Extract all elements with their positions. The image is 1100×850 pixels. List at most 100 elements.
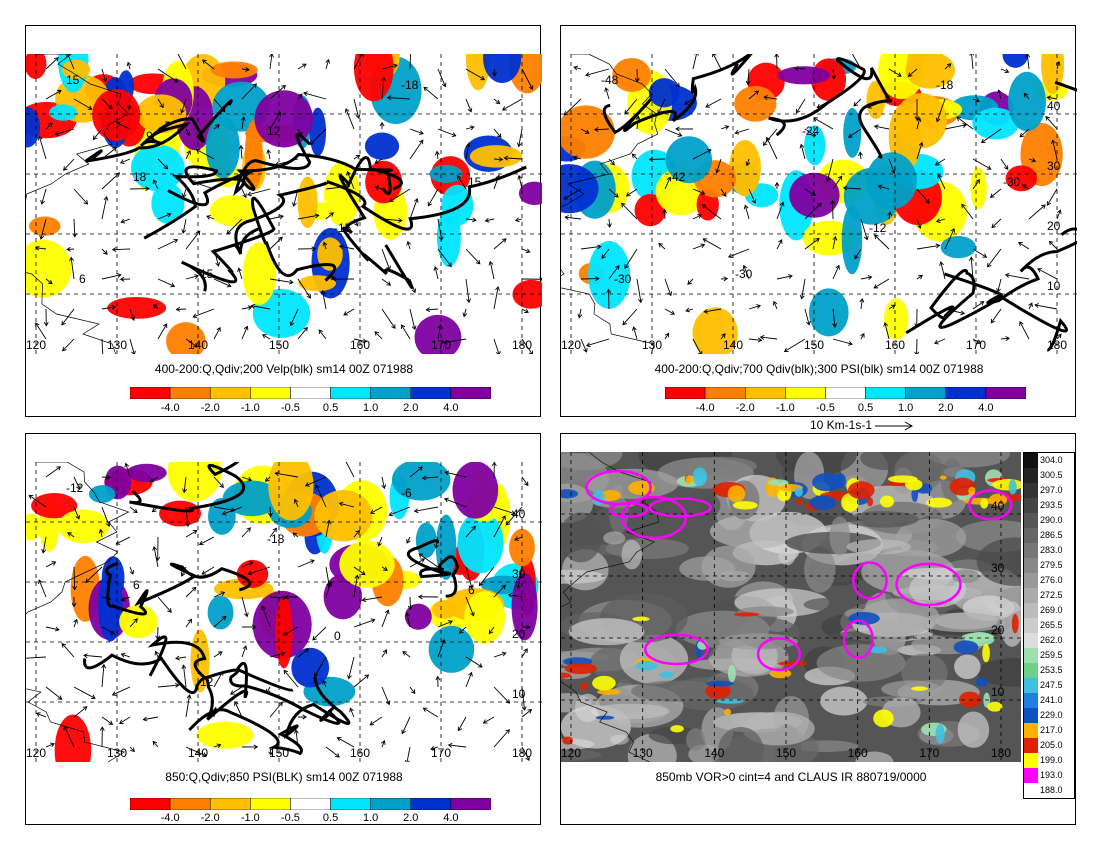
ir-scale-label: 286.5 [1024,528,1074,543]
ir-scale-label: 193.0 [1024,768,1074,783]
colorbar [129,386,492,400]
colorbar-tick-label: -2.0 [200,402,220,414]
ir-scale-label: 199.0 [1024,753,1074,768]
map-upper-left: 15 18 15 12 -15 -18 15 6 9 120 130 140 150 160 170 180 [26,54,542,354]
lon-tick-label: 160 [350,746,370,760]
colorbar-tick-label: 0.5 [322,402,339,414]
lon-tick-label: 170 [966,338,986,352]
colorbar-swatch [905,386,947,400]
contour-label: 15 [468,175,482,189]
colorbar-tick-label: 0.5 [322,812,339,824]
lon-tick-label: 180 [512,338,532,352]
map-upper-right: -48 -42 -30 -24 -12 -18 -30 -30 120 130 140 150 160 1… [561,54,1077,354]
lat-tick-label: 40 [991,499,1005,513]
colorbar-tick-label: -0.5 [280,812,300,824]
ir-scale-label: 290.0 [1024,513,1074,528]
lat-tick-label: 20 [1047,219,1061,233]
colorbar-tick-label: -1.0 [775,402,795,414]
ir-scale-label: 188.0 [1024,783,1074,798]
colorbar-swatch [865,386,906,400]
lon-tick-label: 180 [512,746,532,760]
ir-scale-label: 253.5 [1024,663,1074,678]
contour-label: 6 [468,583,475,597]
colorbar-tick-label: 2.0 [403,812,419,824]
contour-label: 15 [200,267,214,281]
lon-tick-label: 180 [991,746,1011,760]
ir-scale-label: 217.0 [1024,723,1074,738]
lat-tick-label: 20 [512,627,526,641]
ir-scale-label: 304.0 [1024,453,1074,468]
panel-caption: 850:Q,Qdiv;850 PSI(BLK) sm14 00Z 071988 [165,770,403,784]
colorbar-tick-label: -0.5 [280,402,300,414]
vector-legend-label: 10 Km-1s-1 [810,418,873,432]
lat-tick-label: 10 [512,687,526,701]
lon-tick-label: 130 [107,338,127,352]
ir-scale-label: 283.0 [1024,543,1074,558]
colorbar-swatch [785,386,826,400]
colorbar-labels: -4.0 -2.0 -1.0 -0.5 0.5 1.0 2.0 4.0 [665,402,1026,416]
ir-scale-label: 276.0 [1024,573,1074,588]
contour-label: -12 [66,481,84,495]
ir-scale-label: 269.0 [1024,603,1074,618]
colorbar-tick-label: -1.0 [240,812,260,824]
field-shading [561,452,1021,762]
ir-scale-label: 265.5 [1024,618,1074,633]
colorbar-tick-label: -4.0 [160,402,180,414]
lat-lon-grid [561,54,1077,354]
coastline [561,54,659,354]
ir-scale-label: 229.0 [1024,708,1074,723]
wind-vectors [563,54,1062,354]
ir-scale-label: 241.0 [1024,693,1074,708]
contour-label: -24 [802,124,820,138]
colorbar-swatch [169,797,211,811]
wind-vectors [26,462,533,762]
contour-lines [84,99,527,292]
panel-caption: 850mb VOR>0 cint=4 and CLAUS IR 880719/0… [655,770,927,784]
ir-colorbar: 304.0 300.5 297.0 293.5 290.0 286.5 283.0 279.5… [1023,452,1075,799]
colorbar-tick-label: -2.0 [735,402,755,414]
lon-tick-label: 160 [885,338,905,352]
ir-scale-label: 205.0 [1024,738,1074,753]
colorbar-swatch [129,797,171,811]
lat-tick-label: 20 [991,623,1005,637]
colorbar-tick-label: -4.0 [695,402,715,414]
colorbar-swatch [945,386,987,400]
lat-lon-grid [561,452,1021,762]
contour-label: 9 [146,129,153,143]
panel-lower-left: -12 6 12 -18 0 -6 6 120 130 140 150 160 170 180 40 30 20… [25,433,542,826]
lon-tick-label: 150 [269,338,289,352]
ir-scale-label: 247.5 [1024,678,1074,693]
contour-label: -30 [735,267,753,281]
contour-label: 0 [334,629,341,643]
lat-tick-label: 40 [512,507,526,521]
colorbar-swatch [290,797,331,811]
colorbar-swatch [370,386,412,400]
contour-label: -42 [668,170,686,184]
colorbar-tick-label: 1.0 [363,812,379,824]
panel-lower-right: 120 130 140 150 160 170 180 40 30 20 10 304.0 300.5… [560,433,1076,825]
colorbar-labels: -4.0 -2.0 -1.0 -0.5 0.5 1.0 2.0 4.0 [130,812,491,826]
panel-upper-right: -48 -42 -30 -24 -12 -18 -30 -30 120 130 140 150 160 1… [560,25,1077,417]
lat-tick-label: 30 [512,567,526,581]
colorbar-tick-label: 1.0 [363,402,379,414]
contour-label: -15 [334,221,352,235]
lat-tick-label: 40 [1047,99,1061,113]
colorbar-tick-label: -0.5 [815,402,835,414]
lon-tick-label: 150 [776,746,796,760]
contour-label: -30 [1003,175,1021,189]
colorbar-swatch [250,797,291,811]
colorbar-tick-label: -2.0 [200,812,220,824]
lon-tick-label: 120 [26,746,46,760]
colorbar-swatch [744,386,786,400]
panel-caption: 400-200:Q,Qdiv;200 Velp(blk) sm14 00Z 07… [154,362,414,376]
contour-label: -18 [936,78,954,92]
field-shading [26,462,539,762]
contour-label: 15 [66,73,80,87]
colorbar-tick-label: 1.0 [898,402,914,414]
colorbar-swatch [290,386,331,400]
ir-scale-label: 293.5 [1024,498,1074,513]
panel-caption: 400-200:Q,Qdiv;700 Qdiv(blk);300 PSI(blk… [654,362,984,376]
contour-label: -6 [401,486,412,500]
lon-tick-label: 120 [26,338,46,352]
colorbar-swatch [985,386,1027,400]
